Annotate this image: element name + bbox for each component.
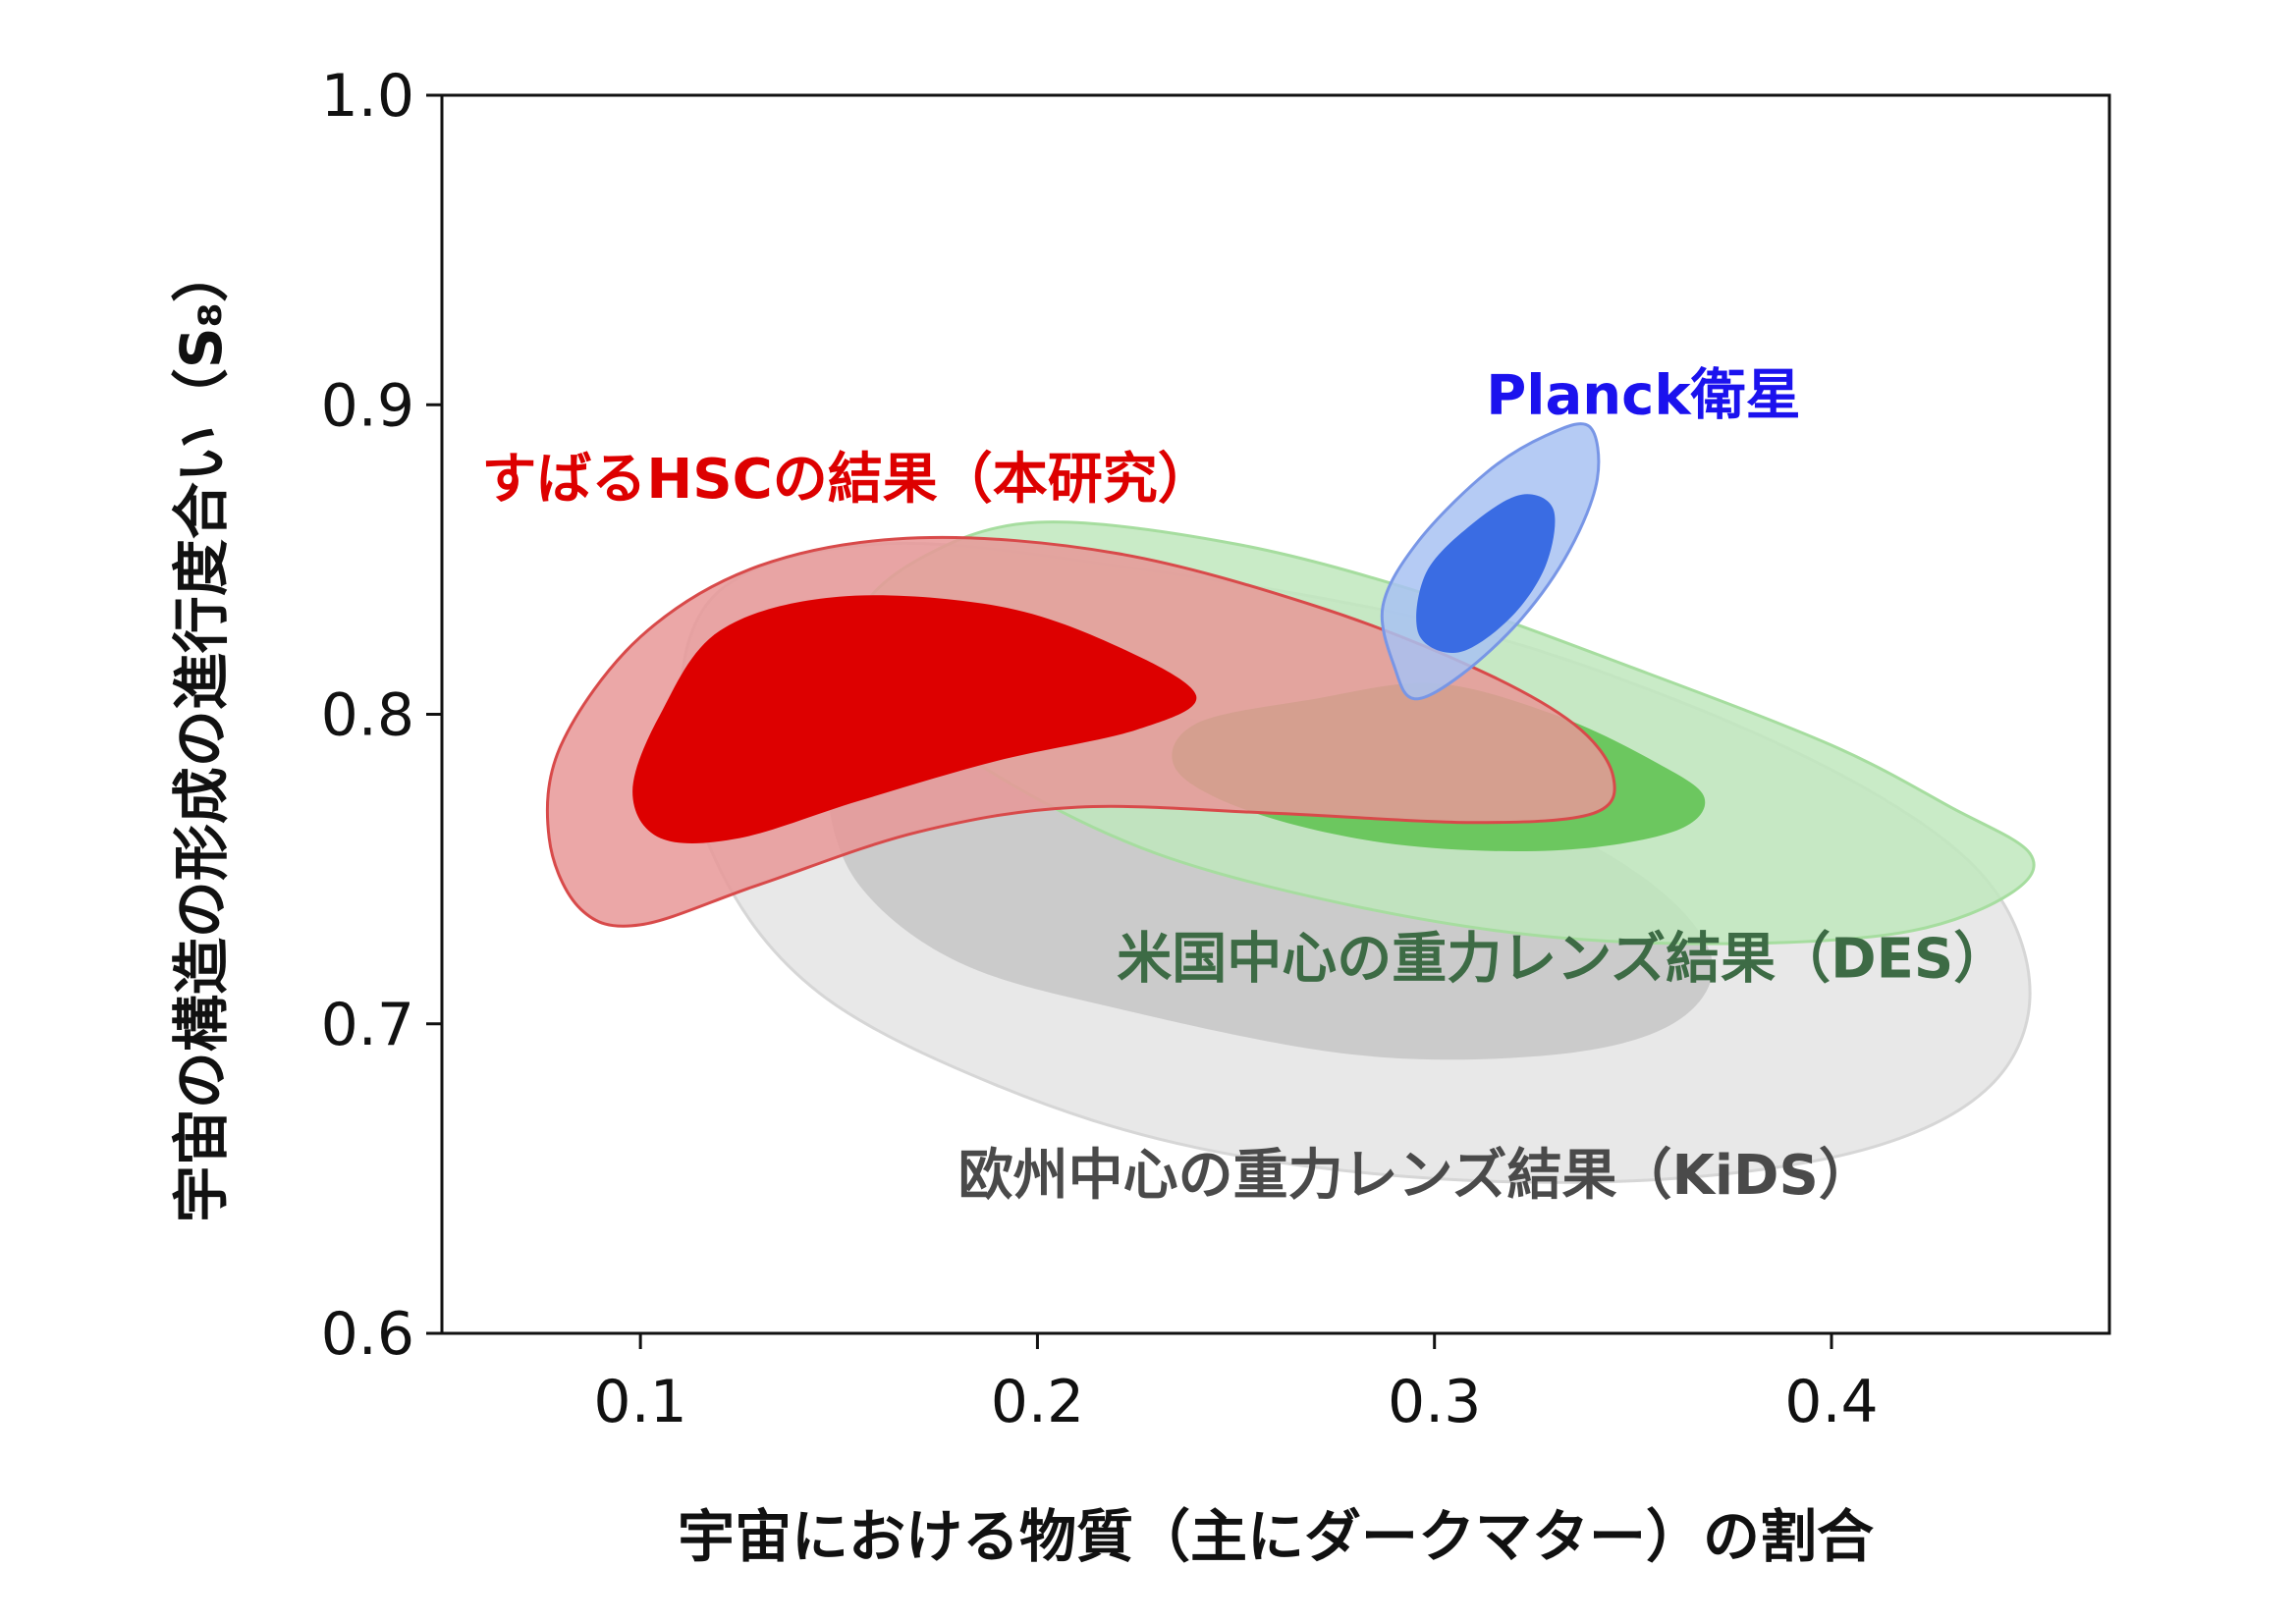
planck-label: Planck衛星 [1486, 364, 1800, 428]
planck-contours [1380, 422, 1601, 701]
hsc-contours [545, 535, 1616, 928]
hsc-label: すばるHSCの結果（本研究） [481, 448, 1212, 512]
des-label: 米国中心の重力レンズ結果（DES） [1117, 927, 2008, 991]
planck-inner-contour [1416, 494, 1556, 653]
contour-layer [545, 422, 2036, 1184]
legend-labels: 欧州中心の重力レンズ結果（KiDS） 米国中心の重力レンズ結果（DES） すばるHS… [481, 364, 2008, 1208]
y-axis-title: 宇宙の構造の形成の進行度合い（S₈） [168, 245, 235, 1222]
y-tick-label: 1.0 [321, 62, 414, 131]
x-tick-label: 0.2 [991, 1368, 1084, 1436]
y-axis: 0.6 0.7 0.8 0.9 1.0 [321, 62, 442, 1369]
x-axis: 0.1 0.2 0.3 0.4 [593, 1333, 1879, 1436]
x-tick-label: 0.4 [1784, 1368, 1878, 1436]
kids-label: 欧州中心の重力レンズ結果（KiDS） [958, 1144, 1874, 1208]
y-tick-label: 0.8 [321, 681, 414, 750]
x-tick-label: 0.3 [1388, 1368, 1481, 1436]
y-tick-label: 0.7 [321, 991, 414, 1059]
y-tick-label: 0.6 [321, 1300, 414, 1369]
hsc-inner-contour [632, 595, 1197, 843]
y-tick-label: 0.9 [321, 371, 414, 440]
x-tick-label: 0.1 [593, 1368, 686, 1436]
x-axis-title: 宇宙における物質（主にダークマター）の割合 [678, 1503, 1874, 1570]
